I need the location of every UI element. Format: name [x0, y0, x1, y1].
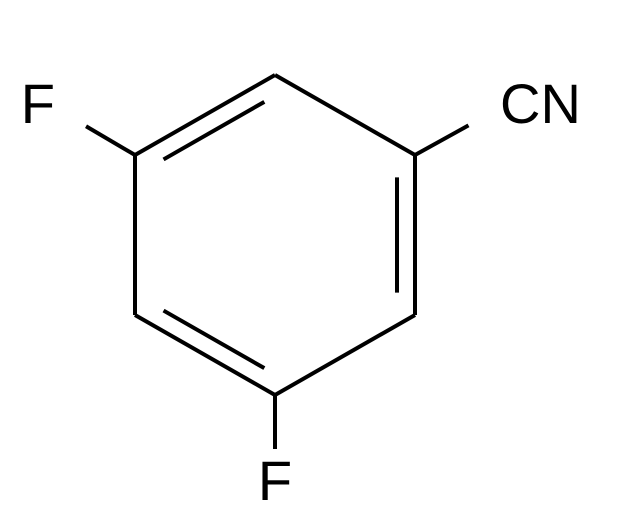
molecule-diagram: F F CN [0, 0, 640, 520]
atom-label-f4: F [258, 449, 292, 512]
atom-label-f6: F [21, 72, 55, 135]
atom-label-cn: CN [500, 72, 581, 135]
